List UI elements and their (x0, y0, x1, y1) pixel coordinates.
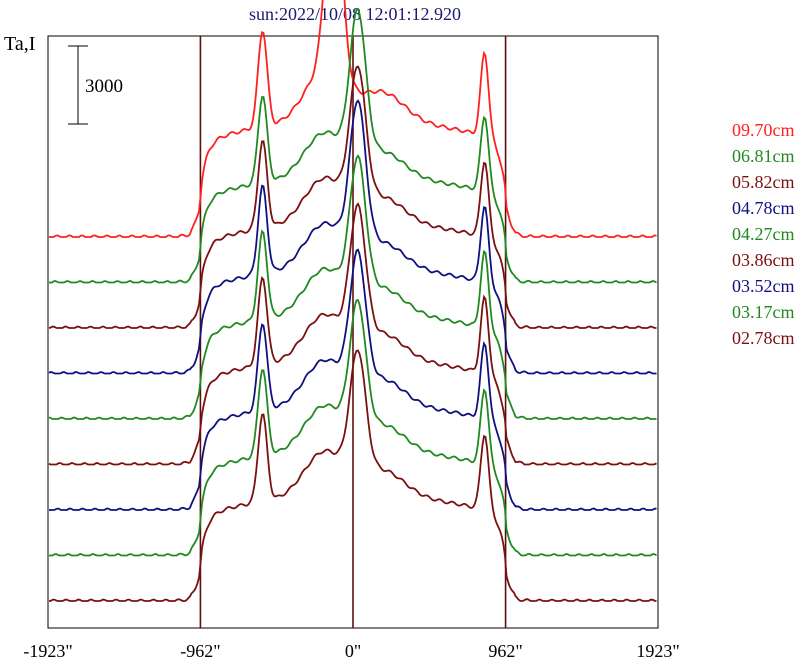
legend-entry: 03.17cm (732, 302, 795, 322)
series-group (48, 0, 657, 602)
series-line-06.81cm (49, 8, 657, 284)
legend-entry: 05.82cm (732, 172, 795, 192)
legend-entry: 06.81cm (732, 146, 795, 166)
x-tick-label: 962" (488, 641, 522, 661)
x-tick-labels: -1923" -962" 0" 962" 1923" (23, 641, 679, 661)
legend-entry: 04.27cm (732, 224, 795, 244)
series-line-04.27cm (48, 154, 657, 420)
series-line-05.82cm (48, 65, 657, 329)
series-line-02.78cm (49, 349, 657, 602)
series-line-03.52cm (49, 248, 657, 511)
scale-bar: 3000 (68, 45, 123, 125)
legend-entry: 03.52cm (732, 276, 795, 296)
x-tick-label: -962" (180, 641, 220, 661)
series-line-09.70cm (49, 0, 657, 238)
legend: 09.70cm 06.81cm 05.82cm 04.78cm 04.27cm 03.86… (732, 120, 795, 348)
legend-entry: 09.70cm (732, 120, 795, 140)
x-tick-label: 0" (345, 641, 361, 661)
legend-entry: 02.78cm (732, 328, 795, 348)
legend-entry: 03.86cm (732, 250, 795, 270)
x-tick-label: -1923" (23, 641, 72, 661)
y-axis-label: Ta,I (4, 33, 35, 55)
x-tick-label: 1923" (636, 641, 679, 661)
series-line-03.86cm (48, 202, 657, 466)
scale-bar-label: 3000 (85, 76, 123, 97)
series-line-04.78cm (48, 99, 657, 375)
legend-entry: 04.78cm (732, 198, 795, 218)
series-line-03.17cm (49, 299, 657, 557)
